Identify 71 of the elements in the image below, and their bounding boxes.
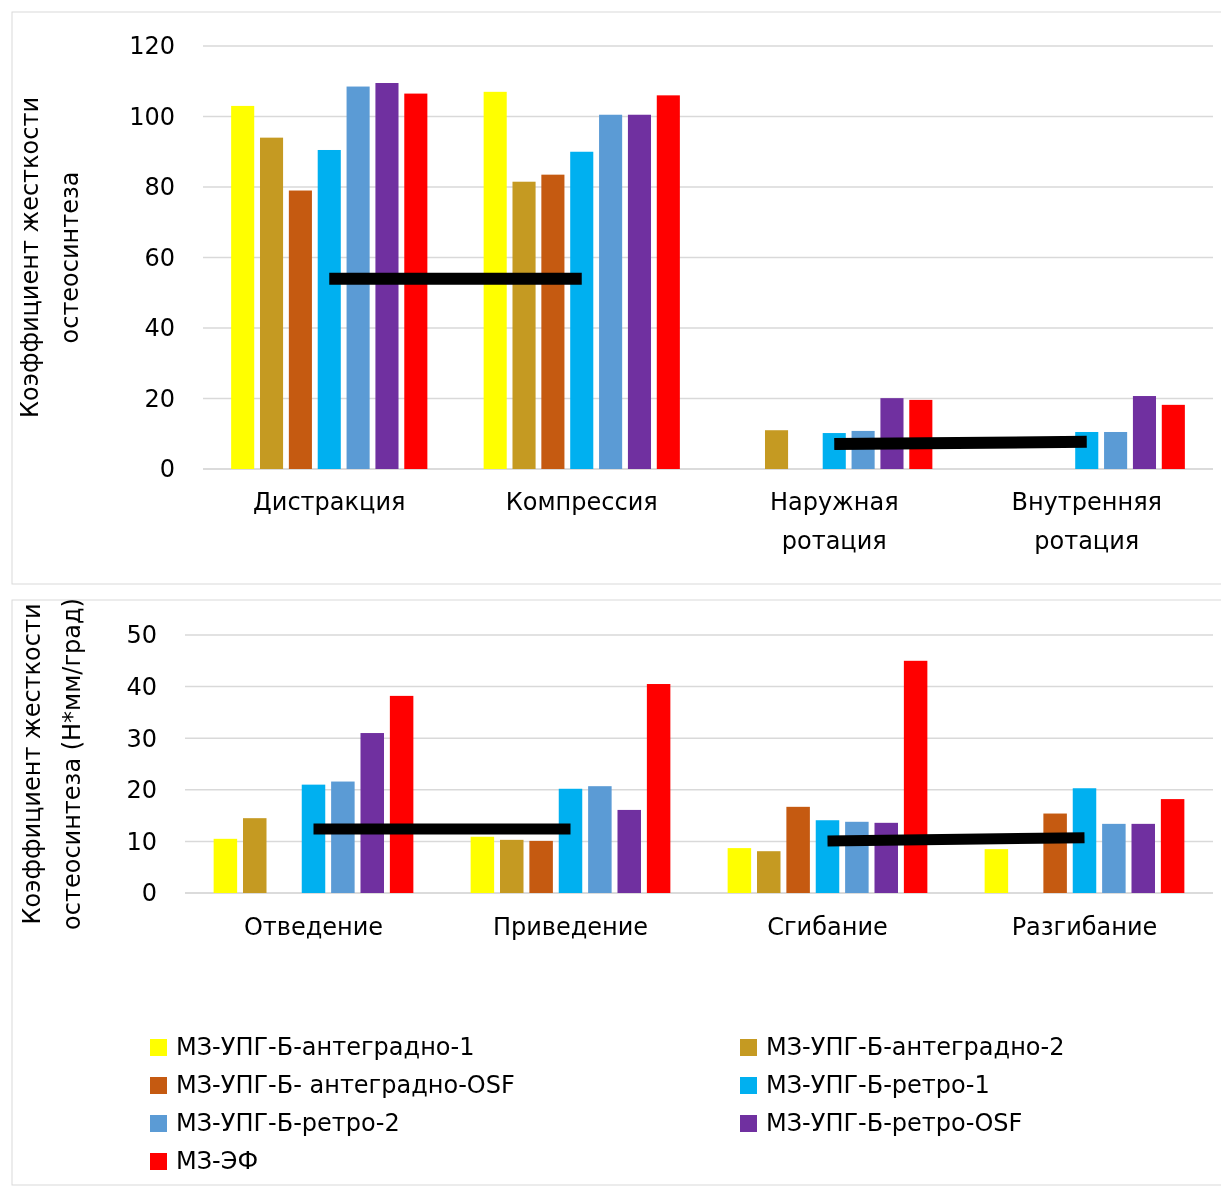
y-tick-label: 20 xyxy=(144,384,175,413)
bar xyxy=(656,95,680,469)
x-tick-label: Внутренняя ротация xyxy=(1011,488,1163,555)
x-tick-label: Приведение xyxy=(492,913,649,941)
bar xyxy=(331,781,355,893)
y-tick-label: 0 xyxy=(159,455,175,484)
bar xyxy=(588,786,612,893)
bar xyxy=(512,181,536,469)
legend-label: МЗ-УПГ-Б-ретро-2 xyxy=(176,1109,400,1138)
legend-label: МЗ-ЭФ xyxy=(176,1147,259,1176)
bar xyxy=(599,114,623,469)
bar xyxy=(627,114,652,469)
y-axis-title: Коэффициент жесткости остеосинтеза xyxy=(16,96,84,419)
bar xyxy=(1161,404,1185,469)
y-tick-label: 40 xyxy=(126,673,157,701)
bar xyxy=(231,105,255,469)
bar xyxy=(984,849,1009,893)
y-tick-label: 10 xyxy=(126,827,157,856)
bar xyxy=(727,848,752,893)
bar xyxy=(558,788,583,893)
bar xyxy=(757,851,781,893)
x-tick-label: Отведение xyxy=(243,913,384,941)
x-tick-label: Сгибание xyxy=(767,913,888,941)
bar xyxy=(288,190,312,469)
bar xyxy=(570,151,594,469)
legend-label: МЗ-УПГ-Б- антеградно-OSF xyxy=(176,1071,515,1100)
bar xyxy=(1072,788,1097,893)
bar xyxy=(786,806,810,893)
y-tick-label: 0 xyxy=(141,879,157,908)
bar xyxy=(483,91,507,469)
y-axis-title: Коэффициент жесткости остеосинтеза (Н*мм/град) xyxy=(18,598,86,930)
bar xyxy=(500,839,524,893)
bar xyxy=(404,93,428,469)
bar xyxy=(646,684,671,893)
legend-label: МЗ-УПГ-Б-антеградно-1 xyxy=(176,1033,475,1062)
bar xyxy=(1132,396,1157,469)
legend-label: МЗ-УПГ-Б-ретро-OSF xyxy=(766,1109,1023,1138)
bar xyxy=(301,784,326,893)
bar xyxy=(617,809,641,893)
bar xyxy=(529,840,553,893)
legend-label: МЗ-УПГ-Б-антеградно-2 xyxy=(766,1033,1065,1062)
bar xyxy=(1131,823,1155,893)
x-tick-label: Дистракция xyxy=(253,488,406,516)
bar xyxy=(815,820,840,893)
bar xyxy=(360,733,384,893)
y-tick-label: 30 xyxy=(126,724,157,753)
y-tick-label: 20 xyxy=(126,776,157,805)
bar xyxy=(375,83,399,469)
y-tick-label: 40 xyxy=(144,314,175,343)
bar xyxy=(470,836,495,893)
bar xyxy=(764,430,789,469)
bar xyxy=(1102,823,1126,893)
bar xyxy=(346,86,370,469)
x-tick-label: Наружная ротация xyxy=(769,488,899,555)
bar xyxy=(213,838,238,893)
y-tick-label: 100 xyxy=(129,102,175,131)
bar xyxy=(541,174,565,469)
x-tick-label: Компрессия xyxy=(505,488,658,516)
bar xyxy=(903,660,928,893)
legend-label: МЗ-УПГ-Б-ретро-1 xyxy=(766,1071,990,1100)
bar xyxy=(243,818,267,893)
bar xyxy=(317,149,341,469)
x-tick-label: Разгибание xyxy=(1011,913,1158,941)
y-tick-label: 80 xyxy=(144,173,175,202)
bar xyxy=(1160,799,1185,893)
y-tick-label: 120 xyxy=(129,32,175,61)
bar xyxy=(1104,431,1128,469)
bar xyxy=(389,695,414,893)
y-tick-label: 60 xyxy=(144,243,175,272)
y-tick-label: 50 xyxy=(126,621,157,650)
bar xyxy=(259,137,284,469)
